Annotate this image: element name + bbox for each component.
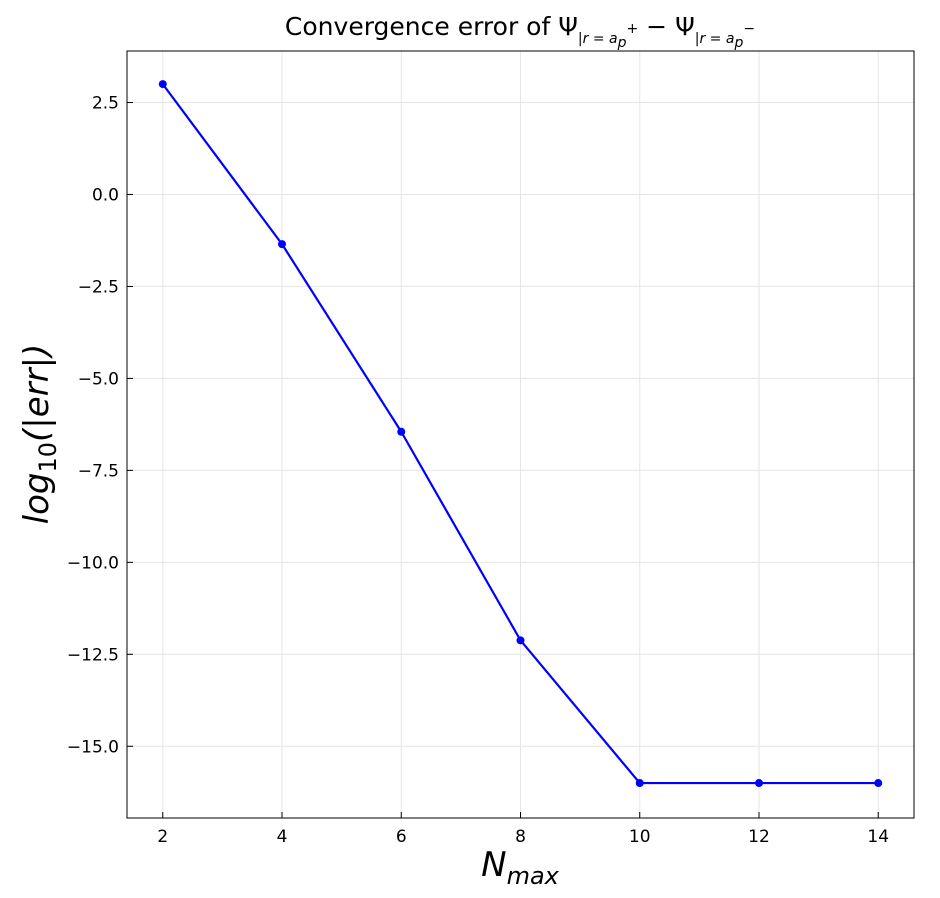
data-point [158,80,167,89]
x-tick-label: 10 [629,827,651,847]
x-tick-label: 14 [867,827,889,847]
series-layer [158,80,883,788]
y-tick-label: −2.5 [78,277,119,297]
y-tick-label: −5.0 [78,369,119,389]
y-tick-label: 2.5 [92,94,119,114]
y-ticks: 2.5 0.0 −2.5 −5.0 −7.5 −10.0 −12.5 −15.0 [67,94,133,757]
chart-title: Convergence error of Ψ|r = ap+ − Ψ|r = a… [285,12,755,51]
y-tick-label: −7.5 [78,461,119,481]
data-point [635,779,644,788]
y-tick-label: 0.0 [92,185,119,205]
y-tick-label: −12.5 [67,645,119,665]
data-point [754,779,763,788]
x-tick-label: 6 [396,827,407,847]
data-point [516,636,525,645]
x-tick-label: 4 [277,827,288,847]
x-tick-label: 8 [515,827,526,847]
data-point [397,427,406,436]
plot-frame [126,50,915,819]
y-tick-label: −15.0 [67,737,119,757]
x-tick-label: 12 [748,827,770,847]
grid [127,51,914,818]
data-point [278,240,287,249]
x-ticks: 2 4 6 8 10 12 14 [157,812,889,847]
y-tick-label: −10.0 [67,553,119,573]
data-point [874,779,883,788]
x-tick-label: 2 [157,827,168,847]
x-axis-label: Nmax [481,845,560,890]
y-axis-label: log10(|err|) [17,344,62,525]
